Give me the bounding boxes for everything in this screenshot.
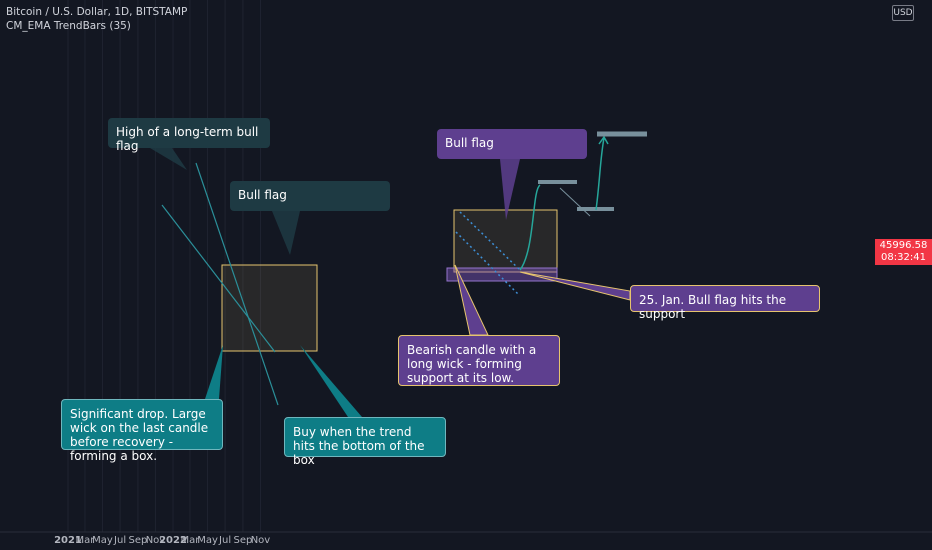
annotation-bull-flag-2[interactable]: Bull flag xyxy=(437,129,587,159)
bar-countdown: 08:32:41 xyxy=(881,252,926,263)
x-tick-label: Nov xyxy=(251,535,271,546)
flag-line-lower xyxy=(161,204,276,353)
projection-arrowhead xyxy=(598,135,609,145)
callout-pointer-flag2 xyxy=(500,159,520,220)
annotation-high-bull-flag[interactable]: High of a long-term bull flag xyxy=(108,118,270,153)
target-connector xyxy=(559,187,591,217)
annotation-significant-drop[interactable]: Significant drop. Large wick on the last… xyxy=(61,399,223,463)
projection-path-1 xyxy=(519,184,541,271)
box-2021 xyxy=(221,264,318,352)
x-tick-label: 2021 xyxy=(54,535,82,546)
chart-legend: Bitcoin / U.S. Dollar, 1D, BITSTAMP CM_E… xyxy=(6,5,187,33)
x-tick-label: 2022 xyxy=(159,535,187,546)
annotation-jan25[interactable]: 25. Jan. Bull flag hits the support xyxy=(630,285,820,321)
last-price-tag[interactable]: 45996.58 08:32:41 xyxy=(875,239,932,265)
x-tick-label: Nov xyxy=(146,535,166,546)
projection-path-2 xyxy=(595,137,605,211)
currency-badge[interactable]: USD xyxy=(892,5,914,21)
x-tick-label: Mar xyxy=(181,535,201,546)
x-tick-label: Jul xyxy=(218,535,231,546)
callout-pointer-high xyxy=(150,148,187,170)
symbol-title[interactable]: Bitcoin / U.S. Dollar, 1D, BITSTAMP xyxy=(6,6,188,18)
x-tick-label: May xyxy=(92,535,113,546)
projection-line-upper xyxy=(459,211,521,271)
callout-pointer-jan25 xyxy=(519,271,631,301)
callout-pointer-flag1 xyxy=(272,211,300,255)
last-price: 45996.58 xyxy=(879,240,928,251)
x-tick-label: May xyxy=(197,535,218,546)
x-tick-label: Jul xyxy=(113,535,126,546)
box-2022 xyxy=(453,209,558,273)
annotation-buy-trend[interactable]: Buy when the trend hits the bottom of th… xyxy=(284,417,446,467)
x-tick-label: Sep xyxy=(233,535,252,546)
callout-pointer-buy xyxy=(300,345,362,417)
x-tick-label: Mar xyxy=(76,535,96,546)
flag-line-upper xyxy=(195,162,279,406)
support-zone xyxy=(446,267,558,282)
chart-grid xyxy=(67,0,261,532)
callout-pointer-drop xyxy=(205,345,223,399)
annotation-bull-flag-1[interactable]: Bull flag xyxy=(230,181,390,211)
indicator-title[interactable]: CM_EMA TrendBars (35) xyxy=(6,20,131,32)
annotation-bearish-candle[interactable]: Bearish candle with a long wick - formin… xyxy=(398,335,560,386)
drawings xyxy=(150,131,647,417)
x-tick-label: Sep xyxy=(128,535,147,546)
